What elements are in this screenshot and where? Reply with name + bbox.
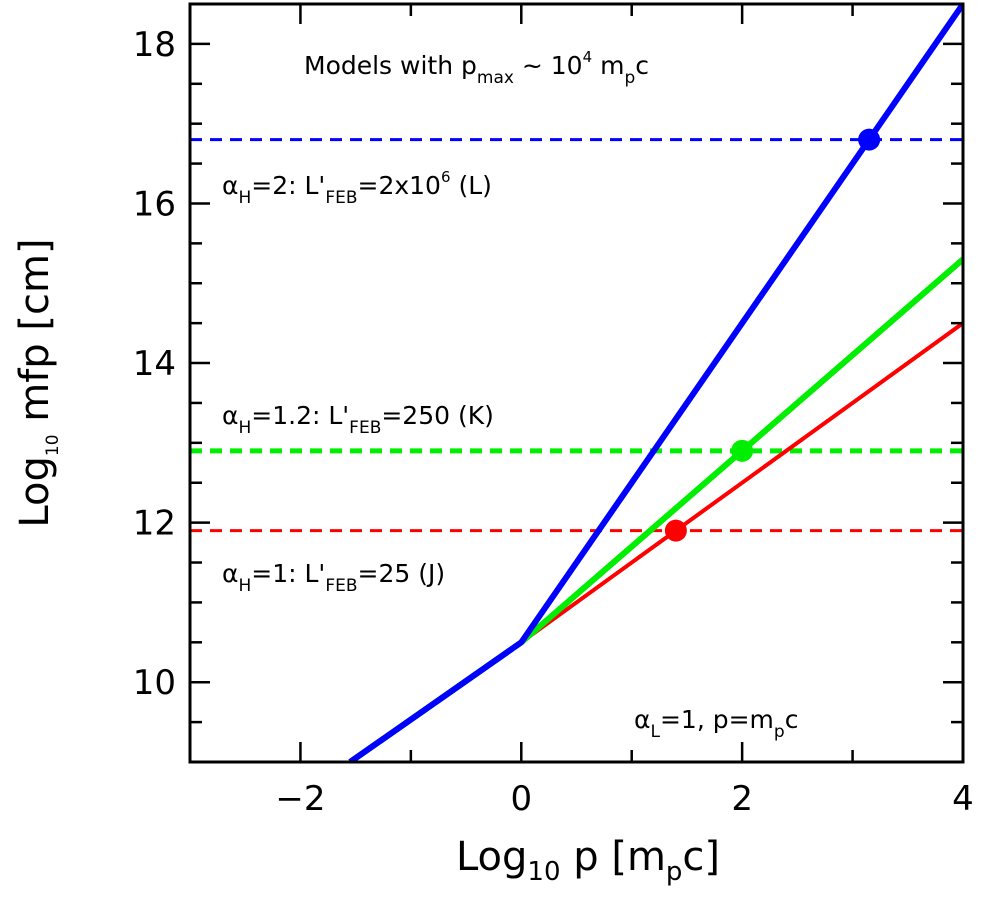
series-line-1	[348, 257, 963, 762]
y-axis-title: Log10 mfp [cm]	[12, 238, 63, 527]
marker-point-0	[858, 128, 881, 151]
y-tick-label: 12	[133, 504, 176, 544]
annotation-alpha-h2: αH=2: L'FEB=2x106 (L)	[222, 168, 492, 208]
x-tick-label: 0	[510, 779, 532, 819]
y-tick-label: 10	[133, 663, 176, 703]
y-tick-label: 18	[133, 25, 176, 65]
annotation-alpha-h12: αH=1.2: L'FEB=250 (K)	[222, 401, 494, 438]
series-line-2	[348, 4, 963, 762]
x-tick-label: 4	[952, 779, 974, 819]
plot-frame	[188, 2, 965, 764]
axis-ticks: −2 0 2 4 10 12 14 16 18	[133, 2, 974, 819]
x-tick-label: −2	[275, 779, 325, 819]
annotation-alpha-h1: αH=1: L'FEB=25 (J)	[222, 559, 445, 596]
annotation-alpha-l: αL=1, p=mpc	[634, 705, 798, 742]
y-tick-label: 14	[133, 344, 176, 384]
x-axis-title: Log10 p [mpc]	[456, 834, 720, 887]
annotation-models: Models with pmax ~ 104 mpc	[304, 48, 649, 88]
x-tick-label: 2	[731, 779, 753, 819]
plot-area	[190, 4, 963, 762]
marker-point-2	[664, 519, 687, 542]
y-tick-label: 16	[133, 184, 176, 224]
marker-point-1	[731, 439, 754, 462]
